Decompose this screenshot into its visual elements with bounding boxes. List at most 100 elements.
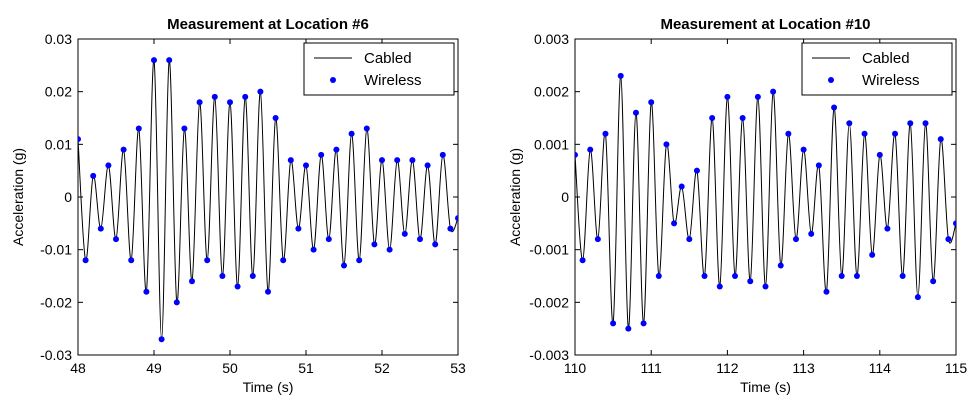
- wireless-marker: [265, 288, 271, 295]
- wireless-marker: [173, 299, 180, 306]
- wireless-marker: [166, 57, 173, 64]
- wireless-marker: [113, 236, 119, 243]
- wireless-marker: [907, 120, 914, 127]
- wireless-marker: [455, 215, 458, 222]
- wireless-marker: [640, 320, 647, 327]
- wireless-marker: [648, 99, 655, 106]
- legend-box: [801, 42, 953, 96]
- legend-swatch-marker: [330, 77, 336, 83]
- wireless-marker: [663, 141, 670, 148]
- wireless-marker: [945, 236, 952, 243]
- wireless-marker: [792, 236, 799, 243]
- wireless-marker: [785, 130, 792, 137]
- chart-1: Measurement at Location #6 48 49 50 51 52 53 -0…: [10, 16, 466, 395]
- plot-series: [78, 57, 458, 343]
- wireless-marker: [204, 257, 211, 264]
- wireless-marker: [610, 320, 617, 327]
- wireless-marker: [325, 236, 332, 243]
- wireless-marker: [869, 251, 876, 258]
- y-tick-label: -0.03: [40, 347, 72, 363]
- wireless-marker: [701, 273, 708, 279]
- wireless-marker: [128, 257, 135, 264]
- wireless-marker: [754, 93, 761, 100]
- wireless-marker: [379, 157, 385, 164]
- wireless-marker: [120, 146, 127, 153]
- y-tick-label: 0: [64, 189, 72, 205]
- wireless-marker: [242, 93, 249, 100]
- wireless-marker: [846, 120, 853, 127]
- wireless-marker: [78, 136, 81, 143]
- wireless-marker: [447, 225, 454, 232]
- x-axis-label: Time (s): [740, 379, 791, 395]
- wireless-marker: [892, 130, 899, 137]
- legend: Cabled Wireless: [303, 42, 455, 96]
- x-tick-label: 110: [564, 360, 587, 376]
- x-tick-label: 113: [792, 360, 815, 376]
- wireless-marker: [417, 236, 423, 243]
- y-tick-label: -0.01: [40, 242, 72, 258]
- legend-label-cabled: Cabled: [862, 50, 910, 67]
- wireless-marker: [143, 288, 150, 295]
- wireless-marker: [424, 162, 431, 169]
- wireless-marker: [432, 241, 439, 248]
- legend-label-cabled: Cabled: [364, 50, 412, 67]
- wireless-marker: [151, 57, 157, 64]
- x-axis-label: Time (s): [243, 379, 294, 395]
- wireless-marker: [257, 88, 264, 95]
- x-tick-label: 49: [146, 360, 162, 376]
- wireless-marker: [716, 283, 723, 290]
- wireless-marker: [280, 257, 287, 264]
- wireless-marker: [770, 88, 777, 95]
- wireless-marker: [196, 99, 203, 106]
- wireless-marker: [401, 230, 408, 237]
- y-tick-label: 0.01: [45, 136, 72, 152]
- wireless-marker: [831, 104, 838, 111]
- chart-title: Measurement at Location #10: [660, 16, 870, 33]
- wireless-marker: [439, 151, 446, 158]
- y-tick-label: 0.03: [45, 31, 72, 47]
- chart-title: Measurement at Location #6: [167, 16, 369, 33]
- wireless-marker: [227, 99, 233, 106]
- wireless-marker: [249, 273, 256, 279]
- wireless-marker: [295, 225, 302, 232]
- wireless-marker: [693, 167, 700, 174]
- wireless-marker: [318, 151, 325, 158]
- wireless-marker: [808, 230, 815, 237]
- wireless-marker: [310, 246, 317, 253]
- wireless-marker: [625, 325, 632, 332]
- wireless-marker: [747, 278, 754, 285]
- wireless-marker: [587, 146, 594, 153]
- y-tick-label: -0.003: [529, 347, 569, 363]
- wireless-marker: [594, 236, 601, 243]
- wireless-marker: [211, 93, 218, 100]
- wireless-marker: [602, 130, 609, 137]
- wireless-marker: [348, 130, 355, 137]
- wireless-marker: [356, 257, 363, 264]
- wireless-marker: [579, 257, 586, 264]
- wireless-marker: [341, 262, 347, 269]
- y-axis-label: Acceleration (g): [507, 148, 523, 246]
- wireless-marker: [333, 146, 340, 153]
- wireless-marker: [303, 162, 309, 169]
- wireless-marker: [394, 157, 401, 164]
- wireless-marker: [823, 288, 830, 295]
- legend-box: [303, 42, 455, 96]
- wireless-marker: [617, 72, 624, 79]
- wireless-marker: [234, 283, 241, 290]
- wireless-marker: [686, 236, 693, 243]
- wireless-marker: [575, 151, 578, 158]
- wireless-marker: [762, 283, 769, 290]
- chart-2: Measurement at Location #10 110 111 112 113 1…: [507, 16, 967, 395]
- y-tick-label: -0.02: [40, 294, 72, 310]
- wireless-marker: [363, 125, 370, 132]
- x-tick-label: 52: [374, 360, 390, 376]
- wireless-marker: [937, 136, 944, 143]
- wireless-marker: [189, 278, 195, 285]
- legend-label-wireless: Wireless: [364, 72, 422, 89]
- wireless-marker: [105, 162, 112, 169]
- x-tick-label: 112: [716, 360, 739, 376]
- series-line-cabled: [575, 75, 956, 330]
- wireless-marker: [838, 273, 845, 279]
- wireless-marker: [158, 336, 165, 343]
- y-tick-label: 0.02: [45, 84, 72, 100]
